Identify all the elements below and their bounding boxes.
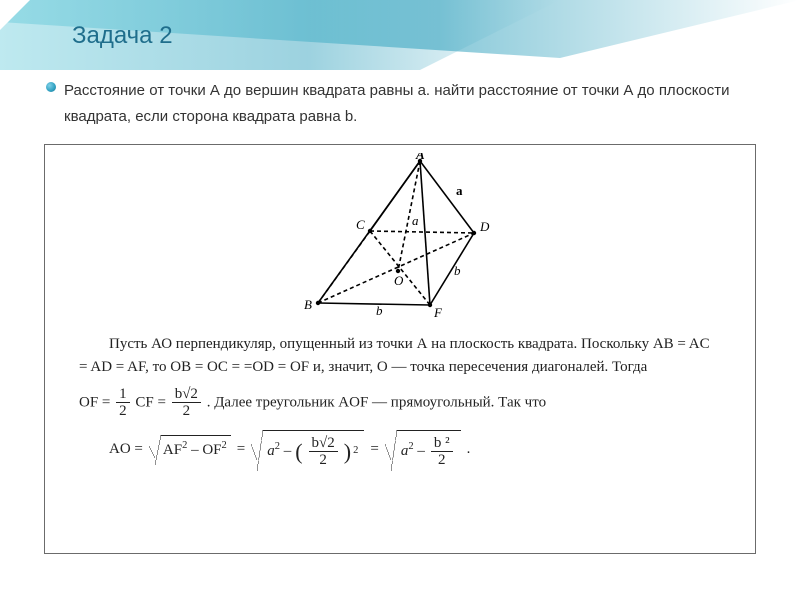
svg-text:D: D <box>479 219 490 234</box>
fraction-b2-2: b ² 2 <box>431 435 453 469</box>
solution-paragraph: Пусть АО перпендикуляр, опущенный из точ… <box>79 333 721 380</box>
svg-text:A: A <box>415 153 425 162</box>
svg-text:b: b <box>454 263 461 278</box>
geometry-diagram: A B C D F Oa a b b <box>270 153 530 323</box>
sqrt-2: a2 – ( b√2 2 )2 <box>251 430 364 471</box>
slide-title: Задача 2 <box>72 22 173 50</box>
of-mid: CF = <box>135 394 166 410</box>
svg-text:a: a <box>456 183 463 198</box>
problem-text: Расстояние от точки А до вершин квадрата… <box>64 78 740 129</box>
solution-frame: A B C D F Oa a b b Пусть АО перпендикуляр, опуще… <box>44 144 756 554</box>
solution-text: Пусть АО перпендикуляр, опущенный из точ… <box>45 323 755 471</box>
sqrt-1: AF2 – OF2 <box>149 435 231 464</box>
ao-lhs: AO = <box>109 438 143 461</box>
svg-text:O: O <box>394 273 404 288</box>
fraction-inner: b√2 2 <box>309 435 338 469</box>
fraction-bsqrt2: b√2 2 <box>172 386 201 420</box>
svg-text:C: C <box>356 217 365 232</box>
svg-text:a: a <box>412 213 419 228</box>
fraction-half: 1 2 <box>116 386 130 420</box>
ao-equation: AO = AF2 – OF2 = a2 – ( b√2 2 )2 <box>79 430 721 471</box>
svg-text:b: b <box>376 303 383 318</box>
eq-period: . <box>467 438 471 461</box>
eq-2: = <box>370 438 378 461</box>
sqrt-3: a2 – b ² 2 <box>385 430 461 471</box>
ao-rad1: AF2 – OF2 <box>163 442 227 458</box>
problem-statement: Расстояние от точки А до вершин квадрата… <box>64 82 730 125</box>
eq-1: = <box>237 438 245 461</box>
svg-text:F: F <box>433 305 443 320</box>
bullet-icon <box>46 82 56 92</box>
of-tail: . Далее треугольник AOF — прямоугольный.… <box>207 394 546 410</box>
svg-text:B: B <box>304 297 312 312</box>
of-lhs: OF = <box>79 394 110 410</box>
